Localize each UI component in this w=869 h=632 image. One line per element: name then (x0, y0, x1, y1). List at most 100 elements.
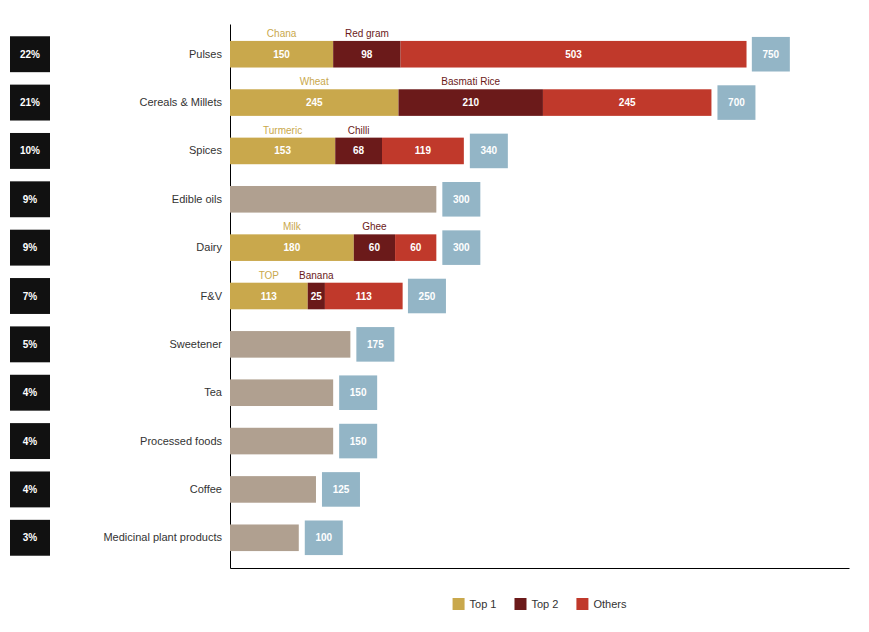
y-tick-label: Sweetener (169, 338, 222, 350)
total-label: 175 (367, 339, 384, 350)
data-label: 150 (273, 49, 290, 60)
percent-label: 3% (23, 532, 38, 543)
segment-label: Ghee (362, 221, 387, 232)
bar (230, 283, 308, 310)
y-tick: Medicinal plant products (103, 531, 230, 543)
legend-label: Top 2 (531, 598, 558, 610)
bar (382, 138, 464, 165)
total-label: 300 (453, 194, 470, 205)
total-label: 100 (315, 532, 332, 543)
total-label: 150 (350, 436, 367, 447)
legend: Top 1 Top 2 Others (453, 598, 627, 610)
total-box (717, 85, 755, 120)
segment-label: Chilli (348, 125, 370, 136)
y-tick-label: Tea (204, 386, 223, 398)
percent-label: 22% (20, 49, 40, 60)
bar (230, 41, 333, 68)
legend-item: Top 2 (514, 598, 558, 610)
data-label: 60 (410, 242, 422, 253)
percent-label: 9% (23, 194, 38, 205)
segment-label: Wheat (300, 76, 329, 87)
total-box (356, 327, 394, 362)
total-box (752, 37, 790, 72)
total-label: 125 (333, 484, 350, 495)
bar-texts: 150 Chana 98 Red gram 503 245 Wheat 210 Basmati … (259, 28, 636, 302)
data-label: 245 (619, 97, 636, 108)
legend-swatch (514, 598, 526, 610)
total-box (339, 424, 377, 459)
legend-item: Top 1 (453, 598, 497, 610)
segment-label: Basmati Rice (441, 76, 500, 87)
y-tick-label: Edible oils (172, 193, 223, 205)
bar (230, 379, 333, 406)
percent-box (10, 520, 50, 556)
percent-label: 4% (23, 484, 38, 495)
bar (230, 524, 299, 551)
percent-label: 9% (23, 242, 38, 253)
segment-label: TOP (259, 270, 280, 281)
total-box (339, 375, 377, 410)
bar (354, 234, 395, 261)
percent-box (10, 230, 50, 266)
percent-box (10, 471, 50, 507)
data-label: 210 (462, 97, 479, 108)
chart: Pulses Cereals & Millets Spices Edible oils… (0, 0, 869, 632)
y-tick-label: F&V (201, 290, 223, 302)
data-label: 245 (306, 97, 323, 108)
y-tick: Edible oils (172, 193, 230, 205)
y-tick-label: Processed foods (140, 435, 222, 447)
totals: 750700340300300250175150150125100 (305, 37, 790, 555)
percent-box (10, 85, 50, 121)
x-axis (231, 568, 850, 569)
segment-label: Red gram (345, 28, 389, 39)
total-label: 340 (481, 145, 498, 156)
total-box (408, 279, 446, 314)
segment-label: Milk (283, 221, 302, 232)
segment-label: Chana (267, 28, 297, 39)
percent-label: 7% (23, 291, 38, 302)
percent-box (10, 278, 50, 314)
bar (325, 283, 403, 310)
percent-label: 5% (23, 339, 38, 350)
bars (230, 41, 747, 551)
data-label: 68 (353, 145, 365, 156)
legend-swatch (453, 598, 465, 610)
legend-label: Others (593, 598, 627, 610)
percent-label: 4% (23, 436, 38, 447)
bar (543, 89, 712, 116)
percent-box (10, 181, 50, 217)
legend-label: Top 1 (470, 598, 497, 610)
y-axis: Pulses Cereals & Millets Spices Edible oils… (103, 25, 230, 569)
bar (230, 428, 333, 455)
percent-label: 4% (23, 387, 38, 398)
y-tick-label: Spices (189, 144, 223, 156)
data-label: 113 (261, 291, 278, 302)
y-tick-label: Cereals & Millets (139, 96, 222, 108)
bar (308, 283, 325, 310)
percent-box (10, 326, 50, 362)
percent-box (10, 133, 50, 169)
bar (399, 89, 543, 116)
y-tick-label: Dairy (196, 241, 222, 253)
total-label: 700 (728, 97, 745, 108)
bar (230, 476, 316, 503)
data-label: 153 (274, 145, 291, 156)
bar (333, 41, 400, 68)
bar (401, 41, 747, 68)
y-tick-label: Coffee (190, 483, 222, 495)
y-tick: Coffee (190, 483, 230, 495)
data-label: 503 (565, 49, 582, 60)
total-box (322, 472, 360, 507)
segment-label: Turmeric (263, 125, 302, 136)
data-label: 180 (284, 242, 301, 253)
segment-label: Banana (299, 270, 334, 281)
bar (230, 234, 354, 261)
total-box (442, 182, 480, 217)
y-tick: Pulses (189, 48, 230, 60)
x-axis-line (231, 568, 850, 569)
total-box (470, 134, 508, 169)
data-label: 98 (361, 49, 373, 60)
percentages: 22%21%10%9%9%7%5%4%4%4%3% (10, 36, 50, 555)
bar (230, 186, 436, 213)
y-tick: Processed foods (140, 435, 230, 447)
